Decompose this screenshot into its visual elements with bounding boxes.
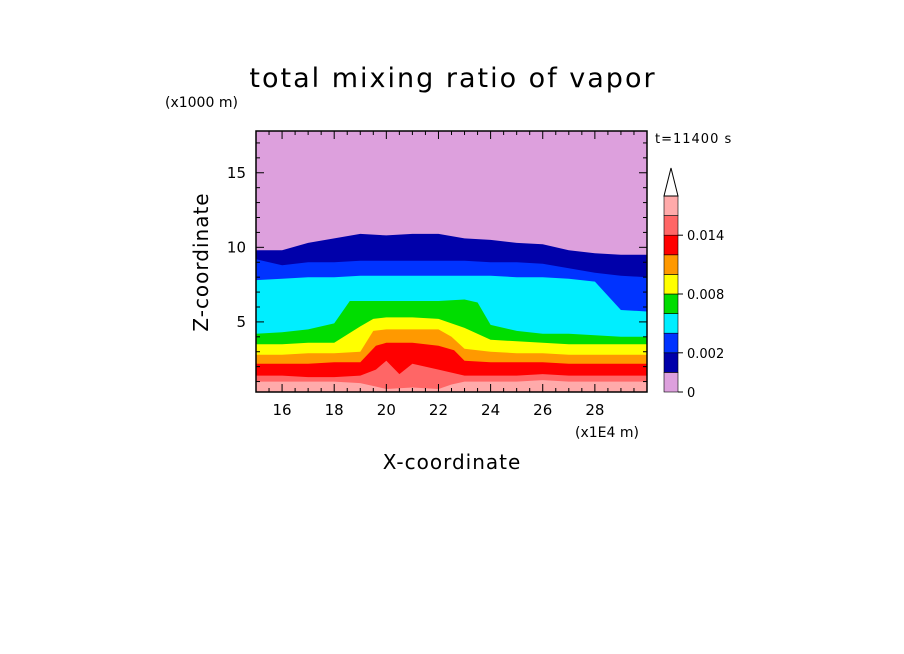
colorbar-segment xyxy=(663,254,679,275)
colorbar-segment xyxy=(663,352,679,373)
colorbar-segment xyxy=(663,313,679,334)
x-tick-label: 16 xyxy=(273,401,292,419)
y-axis-label: Z-coordinate xyxy=(189,192,213,331)
x-tick-label: 18 xyxy=(325,401,344,419)
x-tick-label: 26 xyxy=(533,401,552,419)
colorbar-segment xyxy=(663,293,679,314)
colorbar-segment xyxy=(663,332,679,354)
colorbar-tick-label: 0.008 xyxy=(687,288,724,303)
x-tick-label: 28 xyxy=(585,401,604,419)
contour-field xyxy=(256,131,647,392)
colorbar-segment xyxy=(663,195,679,216)
colorbar-segment xyxy=(663,234,679,256)
colorbar-segment xyxy=(663,215,679,236)
y-tick-label: 15 xyxy=(227,164,246,182)
time-label: t=11400 s xyxy=(655,132,732,147)
x-tick-label: 22 xyxy=(429,401,448,419)
x-tick-label: 20 xyxy=(377,401,396,419)
colorbar-extend-arrow xyxy=(663,167,679,197)
contour-band-9 xyxy=(256,380,647,392)
y-tick-label: 10 xyxy=(227,238,246,256)
y-unit-label: (x1000 m) xyxy=(165,95,238,111)
colorbar-tick-label: 0.002 xyxy=(687,347,724,362)
x-unit-label: (x1E4 m) xyxy=(575,425,639,441)
colorbar-tick-label: 0 xyxy=(687,386,695,401)
y-tick-label: 5 xyxy=(236,313,246,331)
axis-ticks: 16 18 20 22 24 26 28 5 10 15 xyxy=(227,131,647,419)
x-tick-label: 24 xyxy=(481,401,500,419)
colorbar-segment xyxy=(663,274,679,295)
colorbar: 0 0.002 0.008 0.014 xyxy=(663,167,724,401)
chart-title: total mixing ratio of vapor xyxy=(249,63,656,94)
colorbar-tick-label: 0.014 xyxy=(687,229,724,244)
x-axis-label: X-coordinate xyxy=(383,450,522,474)
colorbar-segment xyxy=(663,372,679,393)
